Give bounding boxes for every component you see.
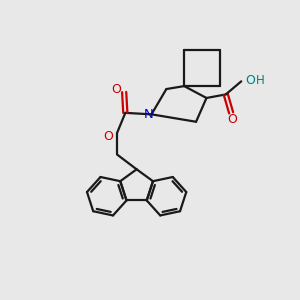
Text: O: O (111, 82, 121, 96)
Text: N: N (144, 108, 154, 121)
Text: H: H (256, 74, 265, 87)
Text: O: O (104, 130, 114, 142)
Text: O: O (246, 74, 256, 87)
Text: O: O (227, 113, 237, 126)
